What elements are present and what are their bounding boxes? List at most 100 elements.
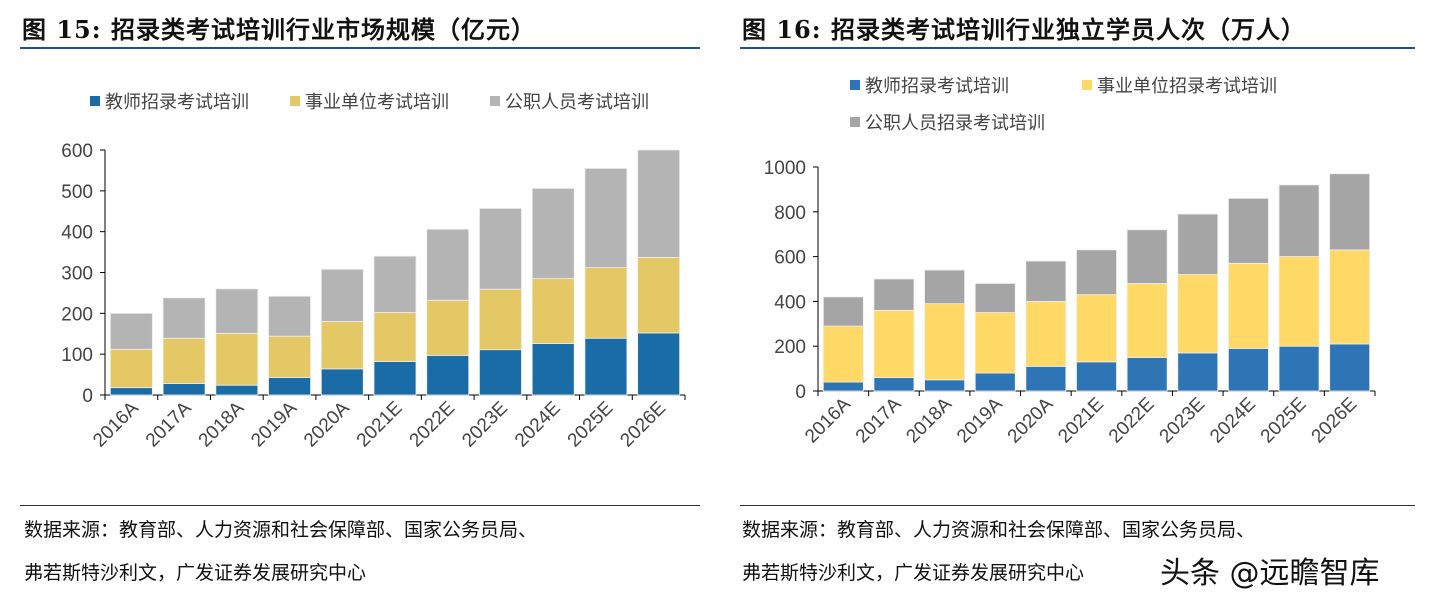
legend-label: 公职人员招录考试培训 bbox=[865, 113, 1045, 134]
x-tick-label: 2023E bbox=[1156, 394, 1210, 448]
x-tick-label: 2023E bbox=[458, 398, 512, 452]
bar-2-2024E bbox=[1228, 197, 1269, 264]
bar-0-2017A bbox=[162, 383, 206, 396]
legend-swatch bbox=[1082, 80, 1092, 90]
bar-0-2020A bbox=[1025, 365, 1067, 392]
bar-2-2025E bbox=[1278, 184, 1320, 257]
legend-swatch bbox=[490, 96, 500, 106]
source-text-left-1: 数据来源：教育部、人力资源和社会保障部、国家公务员局、 bbox=[24, 519, 538, 541]
legend-swatch bbox=[850, 117, 860, 127]
x-tick-label: 2017A bbox=[142, 397, 196, 451]
legend-label: 事业单位考试培训 bbox=[305, 92, 449, 113]
bar-1-2021E bbox=[373, 312, 417, 362]
bar-0-2016A bbox=[822, 381, 864, 392]
bar-2-2020A bbox=[1025, 260, 1067, 302]
legend-label: 教师招录考试培训 bbox=[865, 76, 1009, 97]
y-tick-label: 600 bbox=[61, 141, 93, 162]
bar-0-2026E bbox=[637, 332, 681, 396]
bar-1-2024E bbox=[531, 278, 575, 344]
y-tick-label: 400 bbox=[61, 223, 93, 244]
y-tick-label: 200 bbox=[61, 304, 93, 325]
bar-1-2023E bbox=[1177, 274, 1219, 354]
bar-0-2022E bbox=[1126, 356, 1168, 392]
bar-2-2019A bbox=[974, 283, 1016, 314]
bar-0-2026E bbox=[1329, 343, 1371, 392]
bar-0-2023E bbox=[479, 349, 522, 396]
bar-2-2026E bbox=[637, 149, 681, 258]
x-tick-label: 2020A bbox=[300, 397, 354, 451]
x-tick-label: 2026E bbox=[1308, 394, 1362, 448]
bar-0-2020A bbox=[320, 368, 364, 396]
y-tick-label: 200 bbox=[774, 337, 806, 358]
x-tick-label: 2025E bbox=[1257, 394, 1311, 448]
x-tick-label: 2022E bbox=[1105, 394, 1159, 448]
x-tick-label: 2018A bbox=[195, 397, 249, 451]
x-tick-label: 2024E bbox=[511, 398, 565, 452]
bar-0-2021E bbox=[373, 361, 417, 396]
bar-1-2017A bbox=[873, 309, 915, 378]
y-tick-label: 0 bbox=[795, 382, 806, 403]
x-tick-label: 2019A bbox=[247, 397, 301, 451]
bar-1-2022E bbox=[426, 299, 470, 356]
y-tick-label: 1000 bbox=[764, 158, 806, 179]
bar-1-2020A bbox=[320, 321, 364, 370]
source-text-left-2: 弗若斯特沙利文，广发证券发展研究中心 bbox=[24, 562, 367, 584]
x-tick-label: 2022E bbox=[406, 398, 460, 452]
bar-0-2016A bbox=[109, 387, 153, 396]
source-text-right-1: 数据来源：教育部、人力资源和社会保障部、国家公务员局、 bbox=[742, 519, 1256, 541]
bar-2-2025E bbox=[584, 167, 628, 268]
bar-1-2016A bbox=[822, 325, 864, 383]
x-tick-label: 2021E bbox=[1054, 394, 1108, 448]
y-tick-label: 100 bbox=[61, 345, 93, 366]
bar-1-2023E bbox=[479, 288, 522, 351]
y-tick-label: 0 bbox=[82, 386, 93, 407]
bar-2-2022E bbox=[426, 228, 470, 301]
legend-swatch bbox=[850, 80, 860, 90]
bar-0-2021E bbox=[1076, 361, 1117, 392]
x-tick-label: 2019A bbox=[953, 393, 1007, 447]
bar-1-2019A bbox=[974, 312, 1016, 374]
bar-0-2025E bbox=[584, 337, 628, 396]
legend-swatch bbox=[290, 96, 300, 106]
y-tick-label: 500 bbox=[61, 182, 93, 203]
bar-2-2021E bbox=[1076, 249, 1117, 296]
bar-0-2017A bbox=[873, 377, 915, 392]
bar-2-2021E bbox=[373, 255, 417, 313]
bar-2-2026E bbox=[1329, 173, 1371, 251]
bar-2-2017A bbox=[162, 297, 206, 339]
bar-0-2018A bbox=[924, 379, 965, 392]
x-tick-label: 2016A bbox=[801, 393, 855, 447]
legend-swatch bbox=[90, 96, 100, 106]
bar-2-2023E bbox=[1177, 213, 1219, 275]
bar-0-2022E bbox=[426, 354, 470, 396]
title-rule-left bbox=[20, 47, 700, 49]
source-rule-left bbox=[20, 505, 700, 506]
bar-1-2025E bbox=[1278, 256, 1320, 347]
x-tick-label: 2018A bbox=[902, 393, 956, 447]
bar-2-2016A bbox=[109, 312, 153, 350]
bar-1-2022E bbox=[1126, 283, 1168, 358]
x-tick-label: 2025E bbox=[564, 398, 618, 452]
bar-2-2020A bbox=[320, 268, 364, 322]
chart-title-left: 图 15: 招录类考试培训行业市场规模（亿元） bbox=[22, 15, 536, 44]
bar-2-2023E bbox=[479, 207, 522, 290]
bar-0-2025E bbox=[1278, 345, 1320, 392]
bar-1-2017A bbox=[162, 337, 206, 384]
bar-2-2018A bbox=[924, 269, 965, 305]
x-tick-label: 2021E bbox=[353, 398, 407, 452]
legend-label: 教师招录考试培训 bbox=[105, 92, 249, 113]
bar-2-2017A bbox=[873, 278, 915, 311]
y-tick-label: 400 bbox=[774, 292, 806, 313]
bar-2-2016A bbox=[822, 296, 864, 327]
bar-2-2019A bbox=[268, 295, 311, 337]
bar-0-2023E bbox=[1177, 352, 1219, 392]
bar-1-2018A bbox=[215, 332, 259, 386]
bar-1-2016A bbox=[109, 348, 153, 389]
watermark: 头条 @远瞻智库 bbox=[1160, 556, 1380, 591]
y-tick-label: 800 bbox=[774, 203, 806, 224]
source-rule-right bbox=[740, 505, 1415, 506]
bar-1-2026E bbox=[1329, 249, 1371, 345]
bar-0-2024E bbox=[531, 343, 575, 396]
bar-0-2024E bbox=[1228, 348, 1269, 392]
